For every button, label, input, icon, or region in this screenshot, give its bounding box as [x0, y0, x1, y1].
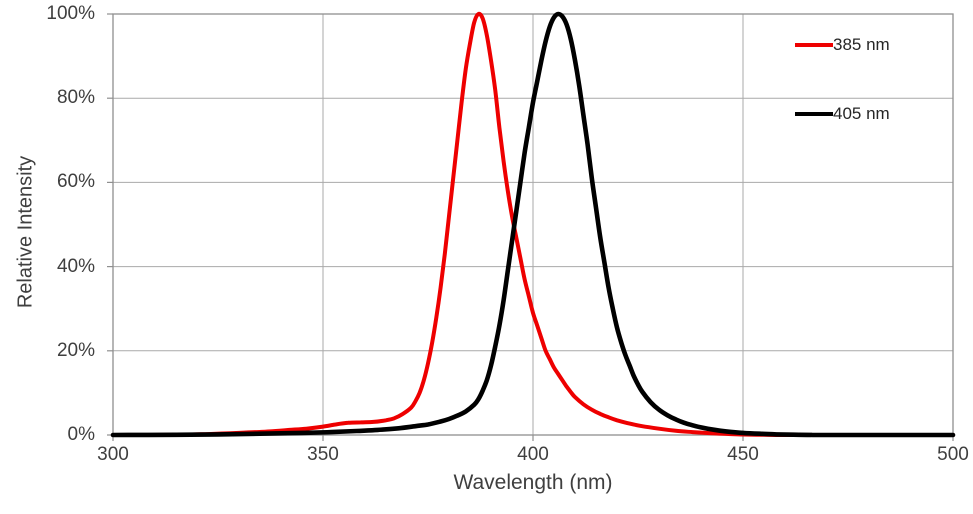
legend-item-385nm: 385 nm [795, 34, 890, 56]
y-tick-label-0: 0% [67, 424, 95, 445]
y-tick-label-100: 100% [46, 3, 95, 24]
y-tick-label-80: 80% [56, 87, 95, 108]
x-tick-label-300: 300 [97, 444, 129, 465]
axis-ticks [107, 13, 954, 441]
x-tick-label-450: 450 [727, 444, 759, 465]
series-curve-405nm [110, 11, 956, 438]
legend-line-sample-red [795, 43, 833, 47]
x-axis-title: Wavelength (nm) [453, 471, 613, 494]
gridlines [113, 14, 953, 435]
x-tick-label-500: 500 [937, 444, 969, 465]
x-tick-label-400: 400 [517, 444, 549, 465]
y-tick-label-20: 20% [56, 340, 95, 361]
y-axis-title: Relative Intensity [14, 155, 37, 309]
plot-border [112, 13, 954, 436]
legend-label-405nm: 405 nm [833, 104, 890, 123]
series-curves [110, 11, 956, 438]
legend-label-385nm: 385 nm [833, 35, 890, 54]
legend-line-sample-black [795, 112, 833, 116]
x-tick-label-350: 350 [307, 444, 339, 465]
y-tick-label-40: 40% [56, 256, 95, 277]
legend-item-405nm: 405 nm [795, 103, 890, 125]
series-curve-385nm [111, 11, 955, 438]
y-tick-label-60: 60% [56, 171, 95, 192]
